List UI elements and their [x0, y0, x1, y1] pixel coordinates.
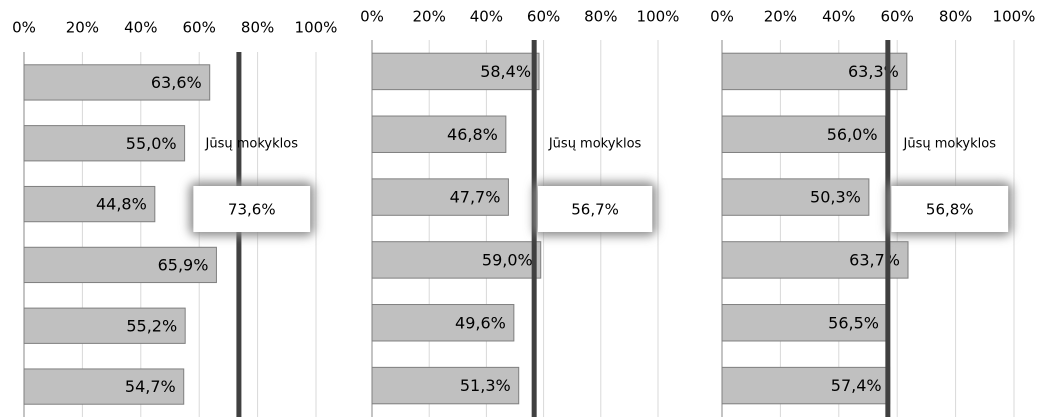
callout-box: [537, 186, 653, 232]
reference-label: 56,8%: [926, 201, 974, 219]
bar: [721, 178, 870, 216]
x-tick-label: 0%: [360, 8, 384, 26]
x-tick-label: 40%: [822, 8, 855, 26]
callout-box: [891, 186, 1009, 232]
value-label: 58,4%: [480, 62, 531, 81]
value-label: 49,6%: [455, 313, 506, 332]
x-tick-label: 0%: [12, 19, 36, 37]
value-label: 56,0%: [827, 125, 878, 144]
reference-label: 73,6%: [228, 201, 276, 219]
value-label: 55,2%: [126, 316, 177, 335]
bar: [721, 115, 887, 153]
callout-box: [193, 186, 311, 232]
value-label: 46,8%: [447, 125, 498, 144]
bar: [371, 52, 540, 91]
x-tick-label: 0%: [710, 8, 734, 26]
bar: [23, 368, 185, 405]
bar: [23, 125, 186, 162]
value-label: 51,3%: [460, 376, 511, 395]
value-label: 54,7%: [125, 377, 176, 396]
bar: [23, 307, 186, 344]
value-label: 63,3%: [848, 62, 899, 81]
x-tick-label: 100%: [993, 8, 1036, 26]
bar: [721, 52, 908, 91]
bar: [371, 178, 509, 216]
x-tick-label: 20%: [764, 8, 797, 26]
value-label: 59,0%: [482, 250, 533, 269]
x-tick-label: 40%: [124, 19, 157, 37]
annotation: Jūsų mokyklos: [903, 137, 997, 152]
value-label: 47,7%: [450, 188, 501, 207]
value-label: 50,3%: [810, 188, 861, 207]
x-tick-label: 100%: [295, 19, 338, 37]
bar: [371, 241, 542, 279]
bar: [721, 241, 909, 279]
x-tick-label: 40%: [470, 8, 503, 26]
value-label: 44,8%: [96, 195, 147, 214]
value-label: 56,5%: [828, 313, 879, 332]
value-label: 65,9%: [158, 255, 209, 274]
bar: [23, 246, 217, 284]
annotation: Jūsų mokyklos: [548, 137, 642, 152]
x-tick-label: 80%: [584, 8, 617, 26]
x-tick-label: 60%: [183, 19, 216, 37]
x-tick-label: 60%: [527, 8, 560, 26]
annotation: Jūsų mokyklos: [205, 137, 299, 152]
bar: [371, 304, 515, 342]
bar: [721, 304, 888, 342]
x-tick-label: 80%: [241, 19, 274, 37]
value-label: 63,6%: [151, 73, 202, 92]
bar: [23, 64, 211, 101]
bar: [371, 115, 507, 153]
value-label: 63,7%: [849, 250, 900, 269]
value-label: 57,4%: [831, 376, 882, 395]
x-tick-label: 20%: [66, 19, 99, 37]
value-label: 55,0%: [126, 134, 177, 153]
reference-label: 56,7%: [571, 201, 619, 219]
x-tick-label: 20%: [413, 8, 446, 26]
x-tick-label: 80%: [939, 8, 972, 26]
x-tick-label: 60%: [881, 8, 914, 26]
bar: [23, 185, 156, 223]
bar: [371, 366, 520, 405]
x-tick-label: 100%: [637, 8, 680, 26]
